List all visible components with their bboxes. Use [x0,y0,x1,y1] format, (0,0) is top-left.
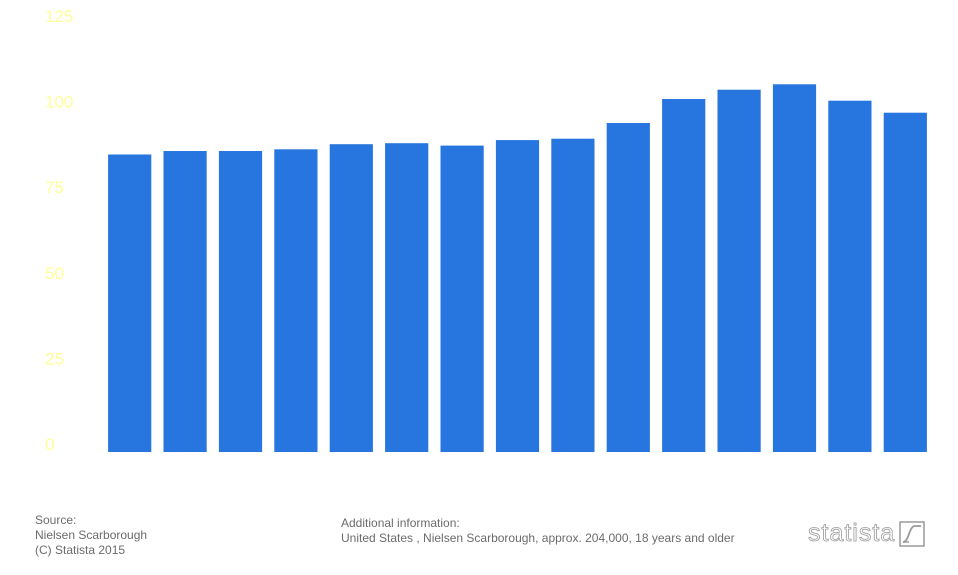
bar[interactable] [495,140,540,452]
statista-logo[interactable]: statista [808,519,925,548]
bar[interactable] [108,154,152,453]
bar[interactable] [385,143,429,452]
statista-logo-icon [899,520,925,547]
bar[interactable] [606,123,650,452]
additional-info-title: Additional information: [341,516,460,530]
copyright-text: (C) Statista 2015 [35,543,126,557]
bar-chart: 0 25 50 75 100 125 [45,7,927,454]
y-tick-label: 0 [45,435,54,454]
bar[interactable] [551,138,595,452]
y-tick-label: 25 [45,349,64,368]
additional-info-block: Additional information: United States , … [341,516,735,546]
source-name[interactable]: Nielsen Scarborough [35,528,148,542]
statista-wordmark: statista [808,519,896,548]
bar[interactable] [274,149,318,453]
y-axis: 0 25 50 75 100 125 [45,7,73,454]
bar[interactable] [218,151,263,452]
y-tick-label: 50 [45,264,64,283]
source-title: Source: [35,513,77,527]
y-tick-label: 125 [45,7,73,26]
y-tick-label: 100 [45,93,73,112]
y-tick-label: 75 [45,178,64,197]
additional-info-text: United States , Nielsen Scarborough, app… [341,531,735,545]
bar[interactable] [163,151,207,452]
bar[interactable] [883,112,927,452]
bar[interactable] [828,100,872,452]
bar[interactable] [717,89,761,452]
bar[interactable] [772,84,817,453]
bar[interactable] [329,144,373,452]
bar-series [108,84,927,453]
bar[interactable] [440,145,484,452]
source-block: Source: Nielsen Scarborough (C) Statista… [35,513,147,558]
bar[interactable] [662,99,706,452]
